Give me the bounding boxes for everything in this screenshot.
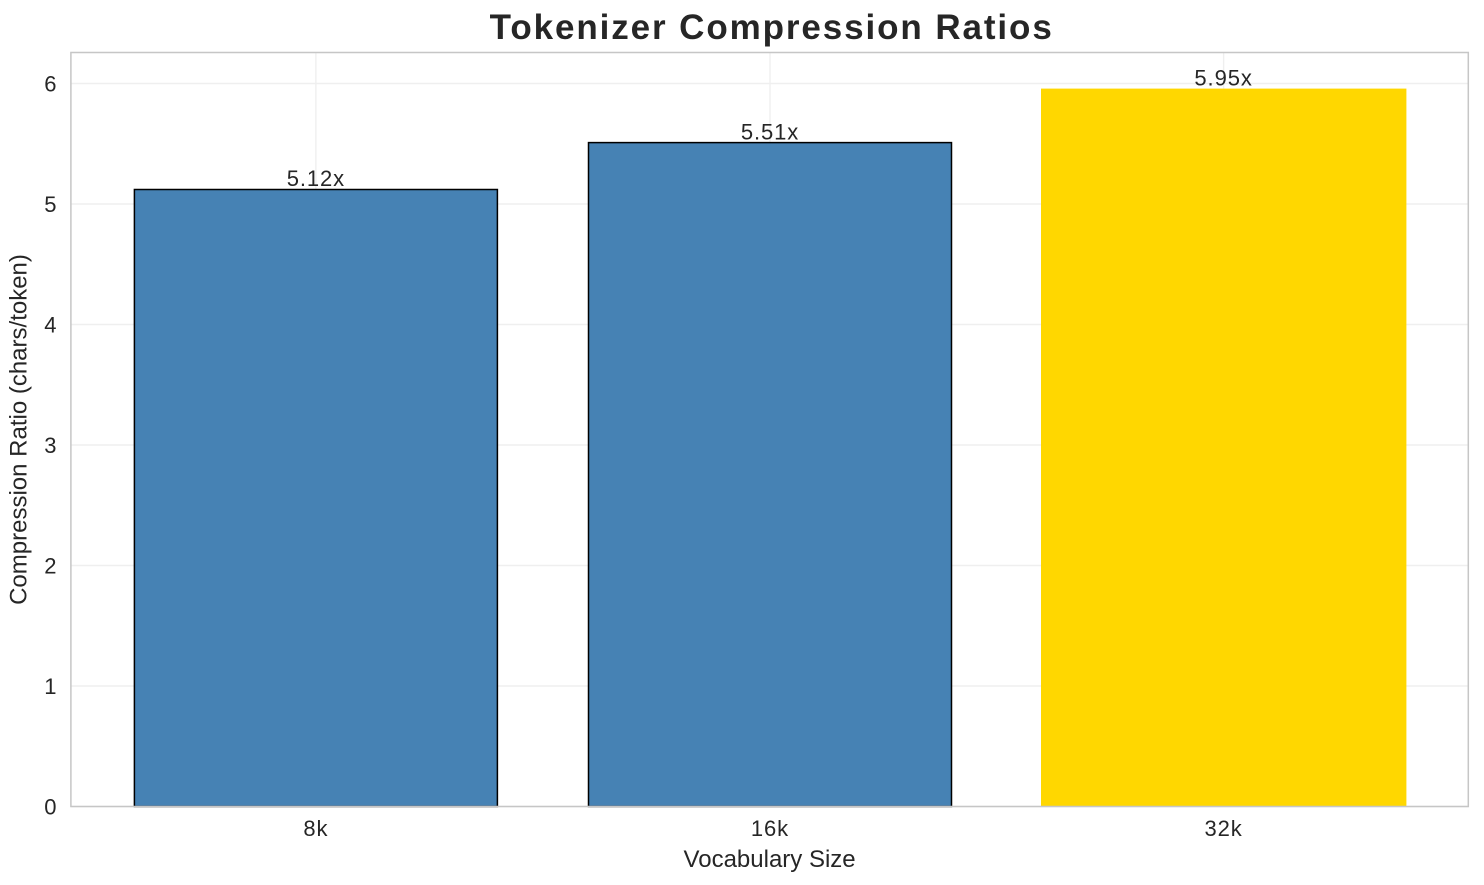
svg-text:4: 4	[44, 312, 56, 337]
svg-text:32k: 32k	[1205, 816, 1243, 841]
svg-text:Tokenizer Compression Ratios: Tokenizer Compression Ratios	[490, 8, 1054, 47]
svg-text:2: 2	[44, 553, 56, 578]
svg-text:6: 6	[44, 71, 56, 96]
svg-text:3: 3	[44, 433, 56, 458]
svg-text:Compression Ratio (chars/token: Compression Ratio (chars/token)	[6, 254, 33, 605]
svg-text:16k: 16k	[751, 816, 789, 841]
svg-text:5.12x: 5.12x	[287, 166, 345, 191]
svg-text:1: 1	[44, 674, 56, 699]
svg-text:0: 0	[44, 794, 56, 819]
svg-text:5.51x: 5.51x	[741, 119, 799, 144]
svg-text:5: 5	[44, 192, 56, 217]
svg-text:8k: 8k	[303, 816, 328, 841]
svg-text:5.95x: 5.95x	[1194, 66, 1252, 91]
svg-text:Vocabulary Size: Vocabulary Size	[684, 846, 856, 873]
